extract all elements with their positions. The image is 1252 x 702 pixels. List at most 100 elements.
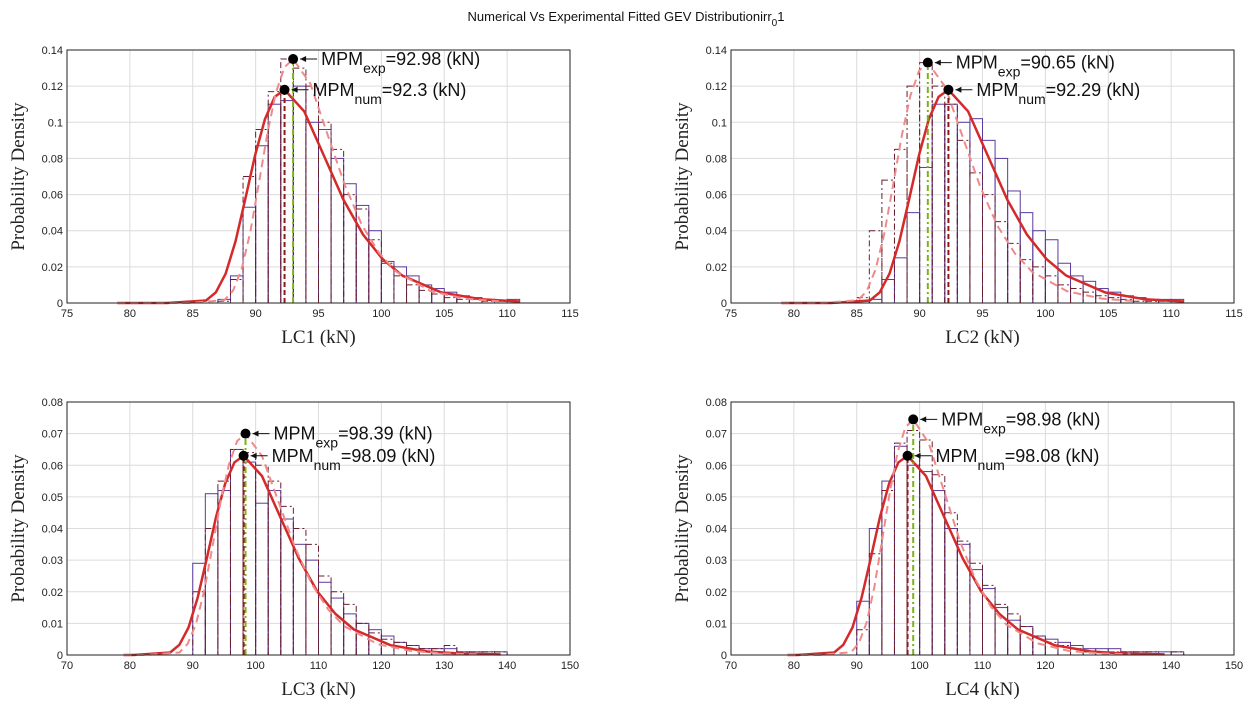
x-tick-label: 90 xyxy=(250,308,262,320)
mpm-annotation: MPMexp=98.98 (kN) xyxy=(941,409,1100,436)
histogram-bar xyxy=(969,172,983,304)
y-tick-label: 0.01 xyxy=(42,618,63,630)
y-tick-label: 0.06 xyxy=(706,460,727,472)
x-tick-label: 120 xyxy=(1036,660,1054,672)
y-tick-label: 0.04 xyxy=(42,226,63,238)
mpm-subscript: exp xyxy=(998,64,1021,80)
x-tick-label: 80 xyxy=(124,308,136,320)
x-axis-label: LC4 (kN) xyxy=(945,679,1019,700)
y-axis-label: Probability Density xyxy=(672,102,693,251)
histogram-bar xyxy=(1095,295,1109,304)
annotation-arrowhead xyxy=(252,430,259,437)
title-subscript: 0 xyxy=(772,18,778,29)
mpm-label: MPM xyxy=(272,446,314,466)
y-axis-label: Probability Density xyxy=(672,454,693,603)
x-tick-label: 140 xyxy=(498,660,516,672)
y-tick-label: 0.12 xyxy=(42,81,63,93)
mpm-point xyxy=(240,428,251,439)
mpm-subscript: num xyxy=(978,457,1005,473)
axes-frame xyxy=(730,401,1235,656)
axes-frame xyxy=(66,49,571,304)
histogram-bar xyxy=(1057,284,1072,304)
y-tick-label: 0.04 xyxy=(706,524,727,536)
annotation-arrowhead xyxy=(955,86,962,93)
histogram-bar xyxy=(956,139,971,304)
y-tick-label: 0.14 xyxy=(706,45,727,57)
x-axis-label: LC2 (kN) xyxy=(945,327,1019,348)
x-tick-label: 80 xyxy=(788,308,800,320)
y-tick-label: 0.04 xyxy=(42,524,63,536)
y-tick-label: 0.04 xyxy=(706,226,727,238)
x-tick-label: 110 xyxy=(310,660,328,672)
y-tick-label: 0.08 xyxy=(706,397,727,409)
subplot: 70 80 90 100 110 120 130 140 150 0 0.01 0.02 0.03 0.0… xyxy=(8,397,579,700)
mpm-value-text: =98.98 (kN) xyxy=(1006,409,1101,429)
x-tick-label: 130 xyxy=(1099,660,1117,672)
mpm-point xyxy=(922,57,933,68)
figure-title: Numerical Vs Experimental Fitted GEV Dis… xyxy=(468,9,785,29)
x-tick-label: 90 xyxy=(851,660,863,672)
x-tick-label: 130 xyxy=(435,660,453,672)
histogram-bar xyxy=(255,464,269,656)
annotation-arrowhead xyxy=(934,59,941,66)
mpm-annotation: MPMnum=92.29 (kN) xyxy=(976,80,1140,107)
mpm-value-text: =98.39 (kN) xyxy=(338,424,433,444)
y-axis-label: Probability Density xyxy=(8,454,29,603)
histogram-bar xyxy=(944,512,958,656)
mpm-annotation: MPMnum=98.08 (kN) xyxy=(936,446,1100,473)
y-tick-label: 0 xyxy=(57,650,63,662)
mpm-annotation: MPMnum=98.09 (kN) xyxy=(272,446,436,473)
histogram-bar xyxy=(944,103,958,304)
mpm-value-text: =98.08 (kN) xyxy=(1005,446,1100,466)
fit-curve xyxy=(117,57,500,304)
y-tick-label: 0.07 xyxy=(706,429,727,441)
y-tick-label: 0.1 xyxy=(712,117,727,129)
mpm-point xyxy=(943,84,954,95)
mpm-value-text: =92.3 (kN) xyxy=(382,80,467,100)
mpm-value-text: =92.29 (kN) xyxy=(1046,80,1141,100)
annotation-arrowhead xyxy=(291,86,298,93)
mpm-point xyxy=(908,414,919,425)
mpm-point xyxy=(279,84,290,95)
x-tick-label: 75 xyxy=(61,308,73,320)
fit-curve xyxy=(781,61,1137,304)
y-tick-label: 0.05 xyxy=(706,492,727,504)
x-tick-label: 80 xyxy=(788,660,800,672)
x-tick-label: 80 xyxy=(124,660,136,672)
mpm-annotation: MPMexp=98.39 (kN) xyxy=(274,424,433,451)
y-tick-label: 0.02 xyxy=(42,262,63,274)
subplot: 70 80 90 100 110 120 130 140 150 0 0.01 0.02 0.03 0.0… xyxy=(672,397,1243,700)
histogram-bar xyxy=(242,452,257,656)
x-tick-label: 100 xyxy=(372,308,390,320)
y-tick-label: 0.14 xyxy=(42,45,63,57)
y-tick-label: 0.03 xyxy=(42,555,63,567)
mpm-point xyxy=(288,54,299,65)
x-tick-label: 85 xyxy=(851,308,863,320)
y-tick-label: 0.1 xyxy=(48,117,63,129)
mpm-annotation: MPMnum=92.3 (kN) xyxy=(313,80,467,107)
fit-curve xyxy=(781,88,1184,305)
x-tick-label: 90 xyxy=(187,660,199,672)
histogram-bar xyxy=(431,293,445,304)
x-tick-label: 120 xyxy=(372,660,390,672)
y-tick-label: 0.08 xyxy=(42,153,63,165)
histogram-bar xyxy=(406,284,420,304)
mpm-label: MPM xyxy=(274,424,316,444)
histogram-bar xyxy=(1170,651,1185,656)
x-tick-label: 95 xyxy=(976,308,988,320)
mpm-subscript: num xyxy=(355,91,382,107)
mpm-value-text: =98.09 (kN) xyxy=(341,446,436,466)
mpm-annotation: MPMexp=92.98 (kN) xyxy=(321,49,480,76)
title-end: 1 xyxy=(777,9,784,24)
y-tick-label: 0.05 xyxy=(42,492,63,504)
mpm-label: MPM xyxy=(321,49,363,69)
y-tick-label: 0 xyxy=(721,650,727,662)
x-tick-label: 100 xyxy=(1036,308,1054,320)
x-tick-label: 140 xyxy=(1162,660,1180,672)
y-axis-label: Probability Density xyxy=(8,102,29,251)
y-tick-label: 0.01 xyxy=(706,618,727,630)
mpm-value-text: =92.98 (kN) xyxy=(386,49,481,69)
y-tick-label: 0.06 xyxy=(42,190,63,202)
histogram-bar xyxy=(994,603,1009,656)
annotation-arrowhead xyxy=(920,416,927,423)
